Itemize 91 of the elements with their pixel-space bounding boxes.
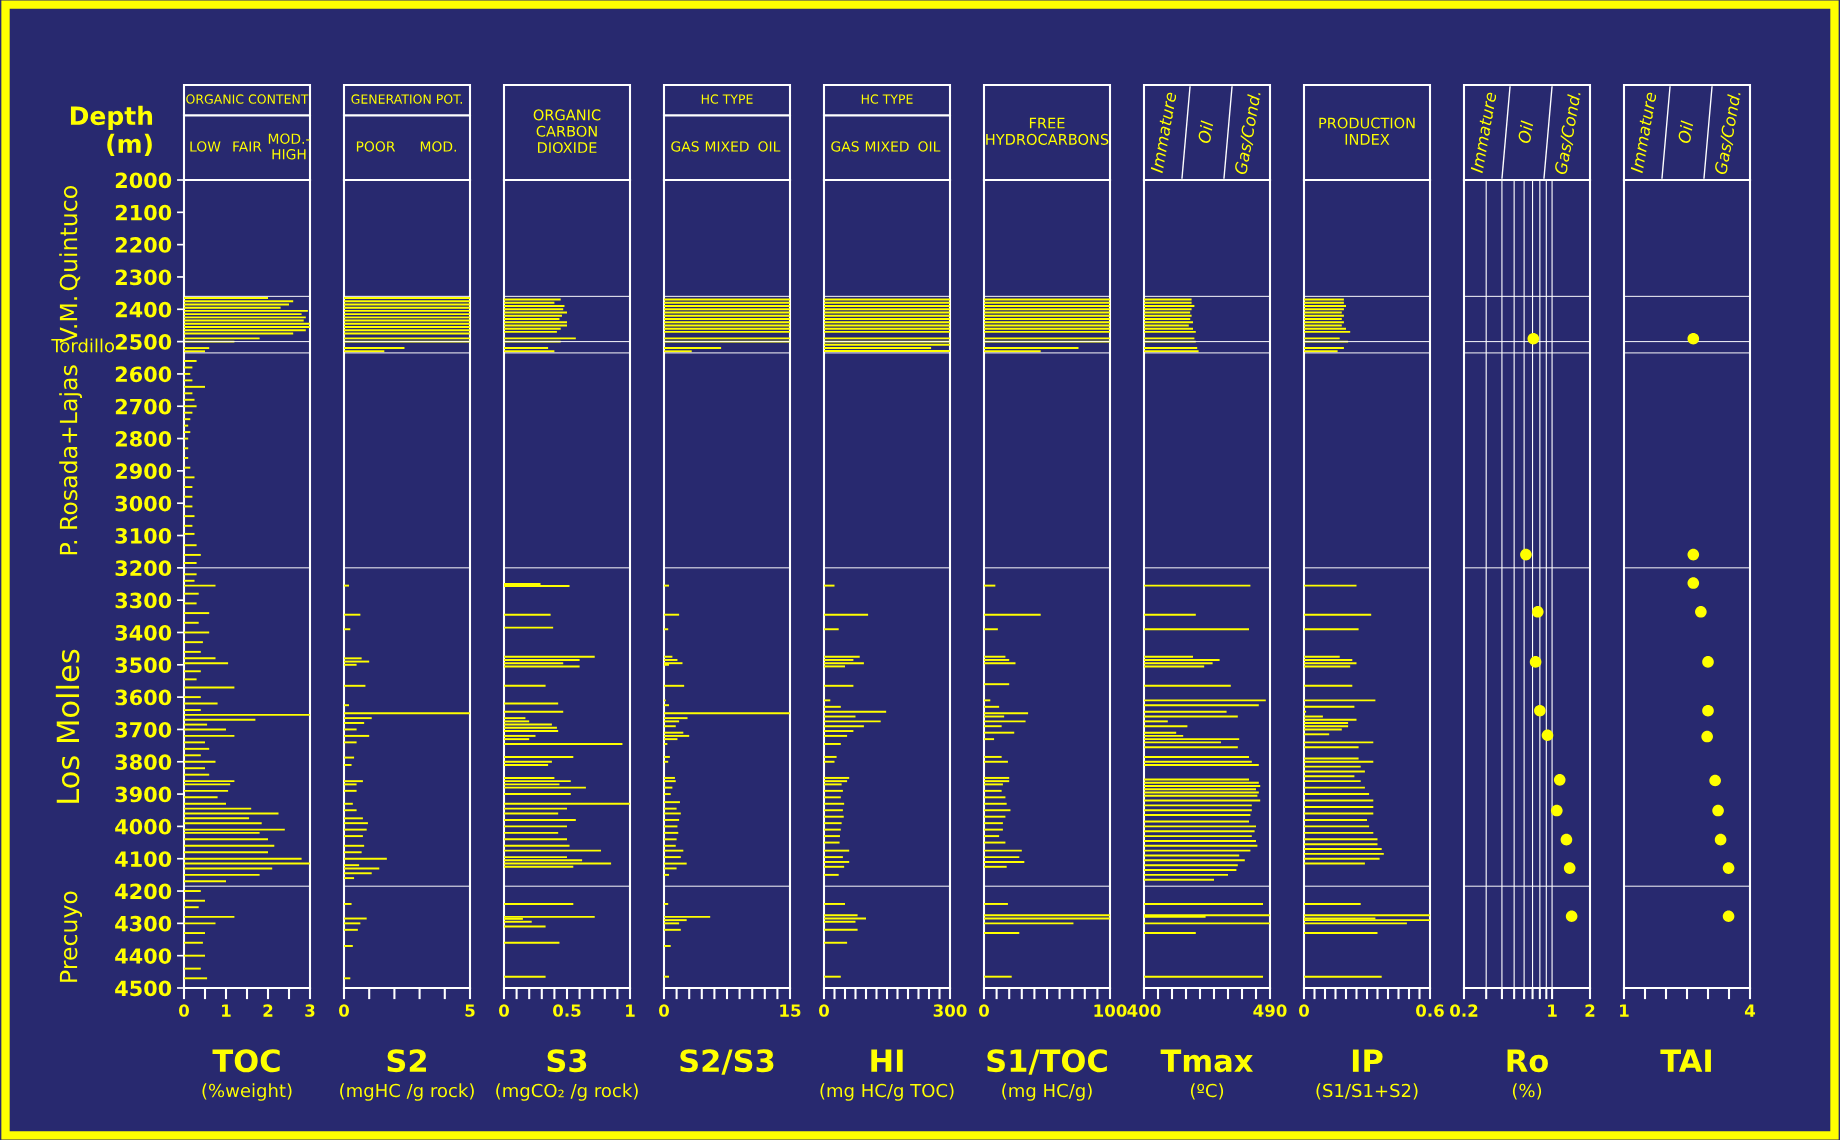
- x-tick-label: 0: [1299, 1004, 1309, 1017]
- text: Immature: [1470, 91, 1497, 174]
- y-tick-label: 4100: [115, 851, 172, 867]
- x-tick-label: 1: [626, 1004, 635, 1017]
- x-tick-label: 0: [979, 1004, 989, 1017]
- y-tick-label: 3900: [115, 786, 172, 803]
- text: P. Rosada+Lajas: [59, 365, 83, 555]
- text: Gas/Cond.: [1553, 91, 1583, 176]
- x-tick-label: 2: [1585, 1004, 1595, 1017]
- x-tick-label: 0: [499, 1004, 509, 1017]
- y-tick-label: 2300: [115, 269, 172, 286]
- y-tick-label: 3700: [115, 721, 172, 738]
- x-tick-label: 0.6: [1416, 1004, 1444, 1017]
- y-tick-label: 3100: [115, 527, 172, 544]
- y-tick-label: 3800: [115, 754, 172, 770]
- x-tick-label: 0: [179, 1004, 189, 1017]
- x-tick-label: 300: [933, 1004, 967, 1017]
- x-tick-label: 0: [339, 1004, 349, 1017]
- y-tick-label: 3200: [115, 560, 172, 577]
- y-tick-label: 2600: [115, 366, 172, 383]
- y-tick-label: 2700: [115, 398, 172, 415]
- x-tick-label: 4: [1744, 1004, 1756, 1017]
- text: Immature: [1630, 91, 1657, 174]
- x-tick-label: 1: [222, 1004, 231, 1017]
- text: GAS: [831, 141, 859, 152]
- x-tick-label: 0: [659, 1004, 669, 1017]
- text: Gas/Cond.: [1713, 91, 1743, 176]
- x-axis-title: Tmax (ºC): [1160, 1049, 1254, 1100]
- x-axis-title: Ro (%): [1507, 1049, 1548, 1100]
- x-axis-title: S2 (mgHC /g rock): [340, 1049, 474, 1101]
- x-tick-label: 1: [1620, 1004, 1629, 1017]
- x-tick-label: 400: [1127, 1004, 1161, 1017]
- y-tick-label: 2900: [115, 463, 172, 480]
- y-tick-label: 4200: [115, 883, 172, 900]
- x-axis-title: TOC (%weight): [202, 1049, 292, 1101]
- y-tick-label: 3400: [115, 624, 172, 641]
- x-tick-label: 2: [263, 1004, 273, 1017]
- text: Precuyo: [59, 891, 83, 982]
- text: OIL: [918, 141, 941, 152]
- text: MOD.: [420, 141, 457, 152]
- chart-title: ORGANIC CARBON DIOXIDE: [533, 109, 601, 154]
- x-tick-label: 0: [819, 1004, 829, 1017]
- y-tick-label: 4300: [115, 915, 172, 932]
- text: Quintuco: [59, 186, 81, 291]
- text: OIL: [758, 141, 781, 152]
- y-tick-label: 2500: [115, 334, 172, 350]
- y-axis-title: Depth (m): [70, 105, 153, 157]
- y-tick-label: 3500: [115, 657, 172, 674]
- y-tick-label: 2200: [115, 237, 172, 253]
- x-tick-label: 1: [1548, 1004, 1557, 1017]
- y-tick-label: 4000: [115, 818, 172, 835]
- chart-title: HC TYPE: [861, 94, 913, 104]
- chart-title: ORGANIC CONTENT: [186, 94, 309, 104]
- x-tick-label: 100: [1094, 1004, 1127, 1017]
- x-tick-label: 0.2: [1450, 1004, 1478, 1017]
- x-axis-title: TAI: [1660, 1049, 1711, 1072]
- text: Oil: [1197, 120, 1214, 144]
- text: MIXED: [865, 141, 909, 152]
- text: Oil: [1517, 120, 1534, 144]
- text: GAS: [671, 141, 699, 152]
- text: Oil: [1677, 120, 1694, 144]
- chart-title: HC TYPE: [701, 94, 753, 104]
- x-axis-title: S3 (mgCO₂ /g rock): [496, 1049, 638, 1101]
- chart-title: FREE HYDROCARBONS: [986, 117, 1109, 145]
- y-tick-label: 4400: [115, 948, 172, 964]
- y-tick-label: 4500: [115, 980, 172, 997]
- text: Immature: [1150, 91, 1177, 174]
- x-tick-label: 490: [1253, 1004, 1287, 1017]
- x-tick-label: 15: [780, 1004, 801, 1017]
- x-axis-title: HI (mg HC/g TOC): [820, 1049, 954, 1101]
- x-tick-label: 5: [465, 1004, 475, 1017]
- text: POOR: [356, 141, 396, 152]
- y-tick-label: 3300: [115, 592, 172, 609]
- text: LOW: [190, 141, 221, 152]
- y-tick-label: 2400: [115, 301, 172, 318]
- x-tick-label: 3: [305, 1004, 315, 1017]
- y-tick-label: 2800: [115, 431, 172, 447]
- y-tick-label: 2100: [115, 204, 172, 221]
- text: FAIR: [233, 141, 262, 152]
- text: MIXED: [705, 141, 749, 152]
- x-axis-title: IP (S1/S1+S2): [1316, 1049, 1418, 1100]
- y-tick-label: 3000: [115, 495, 172, 512]
- x-tick-label: 0.5: [553, 1004, 581, 1017]
- y-tick-label: 3600: [115, 689, 172, 706]
- text: Los Molles: [55, 649, 80, 803]
- chart-title: GENERATION POT.: [351, 94, 462, 104]
- chart-title: PRODUCTION INDEX: [1319, 117, 1415, 145]
- x-axis-title: S2/S3: [680, 1049, 774, 1075]
- text: Gas/Cond.: [1233, 91, 1263, 176]
- y-tick-label: 2000: [115, 172, 172, 189]
- x-axis-title: S1/TOC (mg HC/g): [987, 1049, 1107, 1101]
